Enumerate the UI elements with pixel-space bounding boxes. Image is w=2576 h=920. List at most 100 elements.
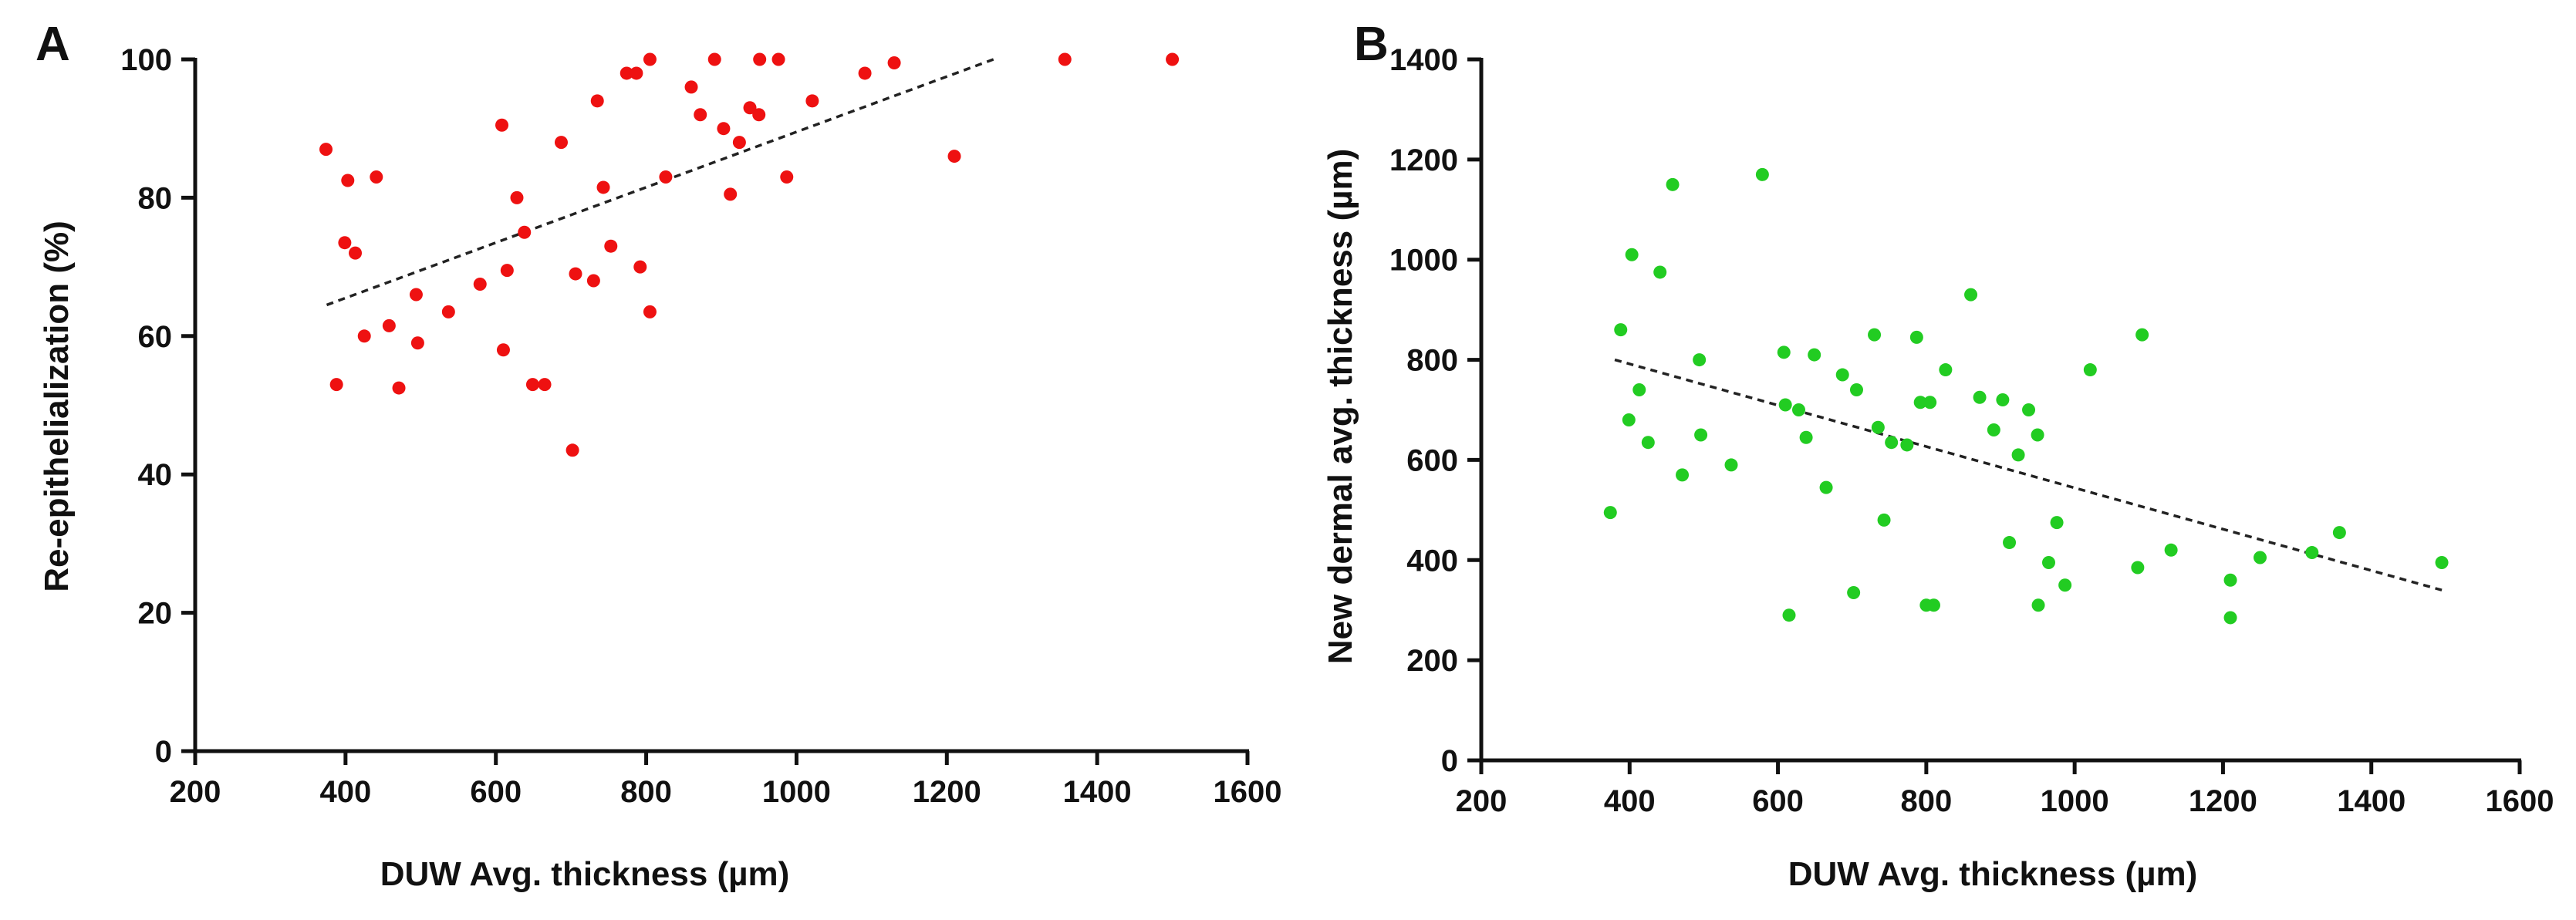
panel-b-data-point [2135,328,2149,342]
panel-a-data-point [630,66,643,80]
panel-b-x-tick-label: 600 [1752,784,1804,818]
panel-a-data-point [473,278,487,292]
panel-b-data-point [2031,428,2044,442]
panel-b-data-point [2305,546,2319,560]
panel-b-data-point [1603,506,1617,520]
panel-a-data-point [1166,52,1180,66]
panel-a-data-point [887,56,901,69]
panel-a-data-point [554,136,568,150]
panel-b-data-point [1926,598,1940,612]
panel-b-x-tick-label: 1000 [2041,784,2109,818]
panel-b-data-point [1913,396,1927,409]
panel-a-data-point [569,267,582,281]
panel-b-data-point [1835,368,1849,382]
panel-b-data-point [1755,167,1769,181]
panel-a-data-point [349,246,363,260]
panel-b-data-point [1625,248,1639,261]
panel-a-data-point [525,378,539,392]
panel-b-data-point [1819,480,1833,494]
panel-b-data-point [1777,345,1791,359]
panel-b-data-point [1849,383,1863,397]
panel-a-y-tick-label: 40 [138,458,173,492]
panel-a-data-point [780,170,794,184]
panel-a-data-point [409,288,423,302]
panel-a-data-point [717,122,731,136]
panel-a-data-point [510,190,524,204]
panel-a-data-point [319,143,333,157]
panel-a-data-point [357,329,371,343]
panel-a-data-point [633,260,647,274]
panel-b-data-point [1676,468,1690,482]
panel-b-data-point [2031,598,2045,612]
panel-a-data-point [707,52,721,66]
panel-b-data-point [2011,448,2025,462]
y-axis-title-b: New dermal avg. thickness (µm) [1322,149,1359,664]
panel-b-data-point [1632,383,1646,397]
panel-a-data-point [947,150,961,163]
panel-b-x-tick-label: 1600 [2486,784,2554,818]
panel-a-data-point [596,180,610,194]
panel-a-data-point [586,274,600,288]
panel-b-data-point [1666,177,1680,191]
panel-b-data-point [1791,403,1805,416]
panel-a-x-tick-label: 1400 [1063,775,1132,809]
panel-b-data-point [1871,420,1885,434]
panel-b-data-point [2223,611,2237,625]
panel-a-x-tick-label: 200 [170,775,221,809]
panel-a-data-point [659,170,673,184]
panel-b-y-tick-label: 600 [1406,443,1458,477]
panel-b-data-point [1799,430,1813,444]
panel-b-data-point [1877,513,1891,527]
panel-b-data-point [1693,353,1707,367]
panel-b-data-point [1641,436,1655,450]
panel-a-data-point [724,187,738,201]
panel-b-x-tick-label: 1400 [2337,784,2406,818]
panel-a-data-point [382,318,396,332]
panel-a-x-tick-label: 800 [620,775,672,809]
panel-b-data-point [1939,363,1953,377]
panel-a-data-point [410,336,424,350]
panel-b-y-tick-label: 1200 [1389,143,1458,177]
panel-a-data-point [684,80,698,94]
panel-b-data-point [1847,585,1861,599]
panel-b-data-point [1724,458,1738,472]
panel-a-data-point [743,101,757,115]
panel-b-data-point [2058,578,2072,592]
panel-a-data-point [538,378,552,392]
panel-a-x-tick-label: 400 [319,775,371,809]
panel-a-x-tick-label: 1200 [913,775,981,809]
panel-a-data-point [590,94,604,108]
panel-b-x-tick-label: 200 [1456,784,1507,818]
y-axis-title-a: Re-epithelialization (%) [38,221,76,592]
panel-a-y-tick-label: 20 [138,597,173,631]
panel-a-y-tick-label: 80 [138,181,173,215]
panel-b-y-tick-label: 0 [1441,744,1458,778]
panel-b-data-point [2254,551,2267,564]
panel-a-y-tick-label: 100 [120,43,172,77]
panel-a-data-point [496,343,510,357]
panel-b-data-point [1622,413,1636,426]
x-axis-title-a: DUW Avg. thickness (µm) [380,855,790,893]
panel-b-data-point [1909,330,1923,344]
panel-b-y-tick-label: 400 [1406,544,1458,578]
panel-a-data-point [771,52,785,66]
panel-a-data-point [604,239,618,253]
panel-b-data-point [1964,288,1978,302]
panel-b-x-tick-label: 1200 [2189,784,2257,818]
panel-b-data-point [1778,398,1792,412]
chart-panel-b: B 200 400 600 800 1000 1200 1400 1600 0 200 400 600… [1322,18,2554,893]
chart-panel-a: A 200 400 600 800 1000 1200 1400 1600 0 20 40 60 80 1… [35,18,1281,893]
panel-a-y-tick-label: 0 [155,735,172,769]
panel-label-a: A [35,18,70,71]
panel-b-x-tick-label: 400 [1604,784,1656,818]
panel-a-x-tick-label: 1600 [1214,775,1282,809]
panel-a-data-point [620,66,633,80]
panel-a-x-tick-label: 600 [470,775,522,809]
panel-b-data-point [2131,561,2145,575]
panel-a-data-point [643,52,657,66]
panel-a-data-point [643,305,657,318]
panel-a-data-point [338,236,352,250]
panel-b-y-tick-label: 800 [1406,344,1458,378]
panel-b-data-point [1614,323,1628,337]
panel-a-data-point [805,94,819,108]
